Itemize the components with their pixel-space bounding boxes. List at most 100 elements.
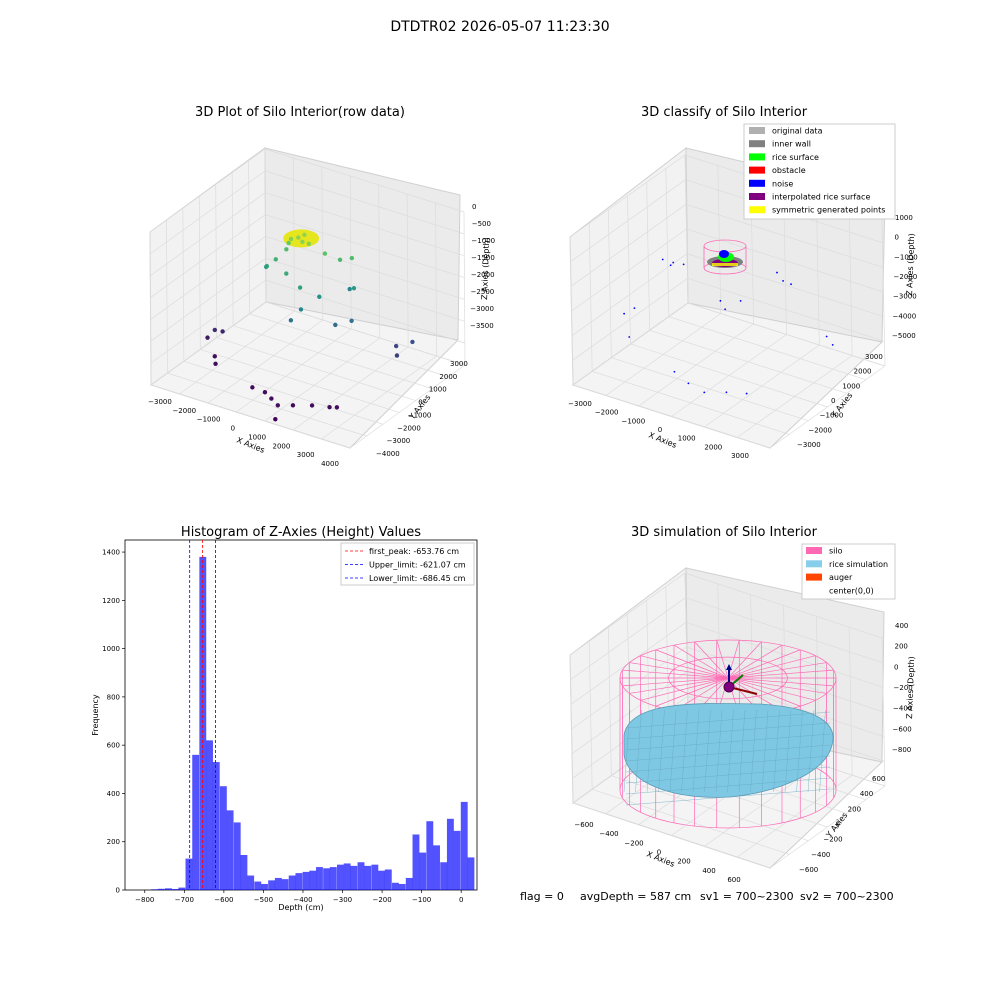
gridline xyxy=(265,279,465,344)
data-point xyxy=(205,335,210,340)
legend-label: Lower_limit: -686.45 cm xyxy=(369,574,466,583)
histogram-bar xyxy=(336,864,344,890)
silo-spoke xyxy=(727,662,827,679)
tick-label: 800 xyxy=(107,693,120,701)
gridline xyxy=(150,279,267,364)
tick-label: 3000 xyxy=(731,452,749,460)
silo-spoke xyxy=(694,641,729,679)
gridline xyxy=(570,179,686,262)
data-point xyxy=(306,241,312,247)
tick-label: 0 xyxy=(895,234,899,242)
tick-label: 3000 xyxy=(865,353,883,361)
tick-label: 0 xyxy=(418,399,422,407)
gridline xyxy=(292,346,409,431)
gridline xyxy=(264,337,380,422)
gridline xyxy=(570,597,686,680)
gridlines xyxy=(149,148,466,449)
tick-label: −2500 xyxy=(471,288,495,296)
silo-spoke xyxy=(655,677,729,707)
y-axis-label: Frequency xyxy=(91,694,100,736)
histogram-bar xyxy=(371,864,379,890)
data-point xyxy=(349,318,354,323)
y-tick-labels: −3000 −2000 −1000 0 1000 2000 3000 xyxy=(797,353,883,449)
histogram-bar xyxy=(288,875,296,890)
legend-swatch xyxy=(806,560,822,568)
gridline xyxy=(769,365,886,449)
silo-spoke xyxy=(727,677,801,707)
noise-point xyxy=(703,391,706,394)
mesh-line xyxy=(625,755,831,773)
gridline xyxy=(265,257,465,322)
tick-label: −200 xyxy=(372,896,391,904)
gridline xyxy=(349,364,466,449)
tick-label: 200 xyxy=(677,858,690,866)
gridline xyxy=(463,211,466,366)
gridline xyxy=(684,572,883,639)
silo-spoke xyxy=(727,655,816,679)
legend-swatch xyxy=(749,166,765,174)
mesh-line xyxy=(692,709,700,793)
silo-spoke xyxy=(622,669,729,679)
gridline xyxy=(769,785,886,869)
tick-label: 400 xyxy=(702,867,715,875)
tick-label: 1400 xyxy=(102,549,120,557)
legend-box xyxy=(743,123,896,220)
histogram-bar xyxy=(261,883,268,890)
gridlines xyxy=(569,154,886,449)
avg-depth-text: avgDepth = 587 cm xyxy=(580,890,691,903)
tick-label: −3000 xyxy=(387,437,411,445)
z-tick-labels: 0 −500 −1000 −1500 −2000 −2500 −3000 −3500 xyxy=(470,203,495,330)
histogram-bar xyxy=(419,852,427,890)
mesh-line xyxy=(796,709,803,793)
gridline xyxy=(265,301,466,366)
panel-title: 3D simulation of Silo Interior xyxy=(631,525,818,540)
histogram-bar xyxy=(281,879,289,890)
tick-label: 1000 xyxy=(248,433,266,441)
tick-label: −200 xyxy=(894,684,913,692)
tick-label: −1000 xyxy=(408,411,432,419)
tick-label: 400 xyxy=(860,790,873,798)
gridline xyxy=(264,148,267,303)
gridline xyxy=(569,154,686,238)
legend-entries: silo rice simulation auger center(0,0) xyxy=(806,547,888,595)
symmetric-points xyxy=(712,263,738,266)
histogram-bar xyxy=(364,865,372,890)
gridline xyxy=(249,313,449,378)
gridline xyxy=(881,217,886,367)
silo-spoke xyxy=(640,677,729,701)
data-point xyxy=(263,264,269,270)
mesh-line xyxy=(625,722,831,740)
mesh-line xyxy=(761,709,769,793)
histogram-bar xyxy=(171,889,179,890)
panel-histogram: Histogram of Z-Axies (Height) Values −80… xyxy=(91,525,478,912)
histogram-bar xyxy=(433,845,440,890)
gridline xyxy=(150,258,266,342)
histogram-bar xyxy=(302,871,310,890)
mesh-line xyxy=(727,709,734,793)
mesh-line xyxy=(738,709,746,793)
gridline xyxy=(149,148,266,233)
histogram-bar xyxy=(412,834,420,890)
tick-label: −400 xyxy=(599,830,618,838)
tick-label: −1000 xyxy=(621,417,645,425)
data-point xyxy=(288,236,294,242)
tick-label: −2000 xyxy=(894,273,918,281)
histogram-bars xyxy=(151,556,475,890)
tick-label: 0 xyxy=(116,887,120,895)
x-tick-labels: −3000−2000−1000 0 1000 2000 3000 xyxy=(568,400,749,460)
noise-point xyxy=(831,343,834,346)
gridline xyxy=(149,231,152,386)
legend-label: center(0,0) xyxy=(829,586,874,595)
histogram-bar xyxy=(295,873,303,890)
data-point xyxy=(220,329,225,334)
mesh-line xyxy=(681,709,688,793)
reference-lines xyxy=(189,540,216,890)
histogram-bar xyxy=(240,855,248,890)
histogram-bar xyxy=(398,883,406,890)
mesh-line xyxy=(669,709,677,793)
legend-swatch xyxy=(749,127,765,134)
legend-label: interpolated rice surface xyxy=(772,193,870,202)
histogram-bar xyxy=(378,870,386,890)
data-point xyxy=(273,257,278,262)
